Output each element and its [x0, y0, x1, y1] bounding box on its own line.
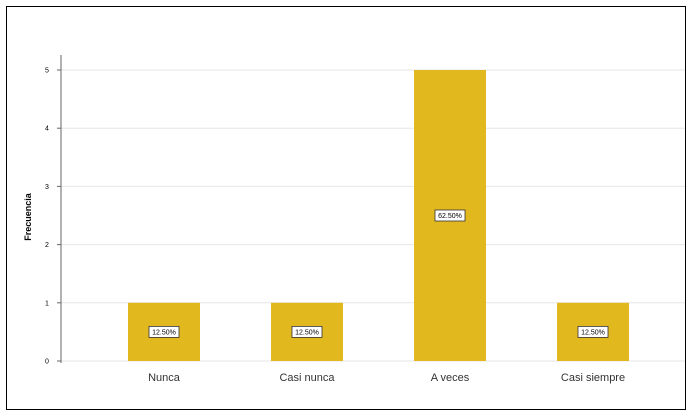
y-tick-label-2: 2: [45, 242, 49, 249]
data-label-box-3: [577, 325, 609, 338]
x-label-0: Nunca: [148, 372, 181, 384]
data-label-2: 62.50%: [438, 213, 462, 220]
y-tick-label-5: 5: [45, 68, 49, 75]
x-label-1: Casi nunca: [279, 372, 335, 384]
y-tick-label-3: 3: [45, 184, 49, 191]
y-ticks: 0 1 2 3 4 5: [45, 68, 61, 366]
x-label-3: Casi siempre: [561, 372, 625, 384]
y-tick-label-4: 4: [45, 126, 49, 133]
data-label-0: 12.50%: [152, 329, 176, 336]
data-label-box-2: [434, 209, 466, 222]
data-label-1: 12.50%: [295, 329, 319, 336]
y-tick-label-1: 1: [45, 300, 49, 307]
x-category-labels: Nunca Casi nunca A veces Casi siempre: [148, 372, 625, 384]
y-tick-label-0: 0: [45, 359, 49, 366]
bars: 12.50% 12.50% 62.50% 12.50%: [128, 70, 629, 361]
data-label-3: 12.50%: [581, 329, 605, 336]
data-label-box-1: [291, 325, 323, 338]
data-label-box-0: [148, 325, 180, 338]
y-axis-label: Frecuencia: [23, 192, 33, 241]
x-label-2: A veces: [431, 372, 470, 384]
